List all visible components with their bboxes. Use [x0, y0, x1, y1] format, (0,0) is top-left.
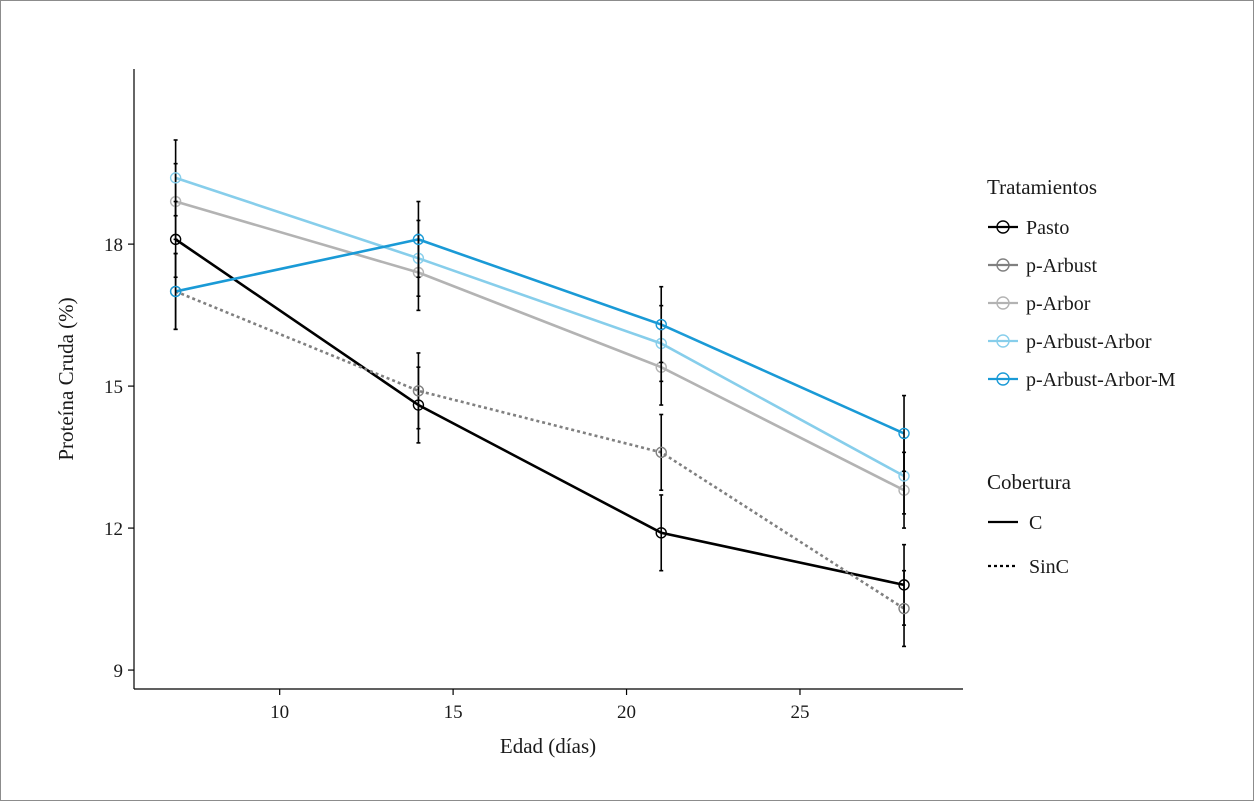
data-point	[655, 318, 667, 331]
series-p-arbust-arbor	[175, 176, 905, 478]
legend-item: p-Arbust-Arbor-M	[988, 369, 1176, 391]
axes-layer: 10 15 20 25 9 12 15 18 Edad (días) Proteína Cr…	[54, 69, 963, 758]
legend-item: Pasto	[988, 217, 1069, 239]
legend-item: p-Arbor	[988, 293, 1091, 315]
x-axis-title: Edad (días)	[500, 734, 596, 758]
legend-label: C	[1029, 512, 1042, 534]
data-point	[898, 427, 910, 440]
y-tick-label: 15	[104, 377, 123, 398]
data-point	[412, 233, 425, 246]
legend-item: C	[988, 512, 1042, 534]
legend-label: p-Arbust-Arbor	[1026, 331, 1152, 353]
series-line	[175, 176, 905, 478]
series-line	[175, 200, 905, 492]
x-tick-label: 20	[617, 702, 636, 723]
legend-label: p-Arbor	[1026, 293, 1091, 315]
legend-label: SinC	[1029, 556, 1069, 578]
series-line	[175, 238, 905, 435]
data-point	[169, 285, 182, 298]
legend-treatments: Pasto p-Arbust p-Arbor p-Arbust-Arbor p-Arbu…	[988, 217, 1176, 391]
legend-key-marker	[996, 334, 1010, 348]
legend-item: SinC	[988, 556, 1069, 578]
legend-cover: C SinC	[988, 512, 1069, 578]
series-marks	[169, 162, 910, 529]
legend-cover-title: Cobertura	[987, 470, 1072, 494]
series-marks	[169, 139, 910, 515]
legend-treatments-title: Tratamientos	[987, 175, 1097, 199]
series-layer	[169, 139, 910, 648]
legend-label: Pasto	[1026, 217, 1069, 239]
legend: Tratamientos Pasto p-Arbust p-Arbor p-Arbus…	[987, 175, 1176, 578]
series-p-arbust-arbor-m	[175, 238, 905, 435]
legend-label: p-Arbust-Arbor-M	[1026, 369, 1176, 391]
legend-key-marker	[996, 220, 1010, 234]
y-tick-label: 18	[104, 235, 123, 256]
legend-label: p-Arbust	[1026, 255, 1098, 277]
x-tick-label: 15	[444, 702, 463, 723]
x-ticks: 10 15 20 25	[270, 689, 809, 723]
y-axis-title: Proteína Cruda (%)	[54, 297, 78, 460]
legend-key-marker	[996, 372, 1010, 386]
legend-item: p-Arbust	[988, 255, 1098, 277]
y-tick-label: 9	[114, 661, 124, 682]
series-p-arbor	[175, 200, 905, 492]
data-point	[412, 385, 425, 397]
data-point	[169, 172, 182, 184]
legend-item: p-Arbust-Arbor	[988, 331, 1152, 353]
data-point	[655, 527, 667, 539]
y-tick-label: 12	[104, 519, 123, 540]
series-line	[174, 238, 905, 587]
series-marks	[169, 200, 910, 473]
series-pasto	[174, 238, 905, 587]
legend-key-marker	[996, 296, 1010, 310]
plot-area	[169, 139, 910, 648]
legend-key-marker	[996, 258, 1010, 272]
data-point	[655, 446, 667, 459]
data-point	[898, 602, 910, 615]
x-tick-label: 25	[790, 702, 809, 723]
x-tick-label: 10	[270, 702, 289, 723]
y-ticks: 9 12 15 18	[104, 235, 134, 682]
